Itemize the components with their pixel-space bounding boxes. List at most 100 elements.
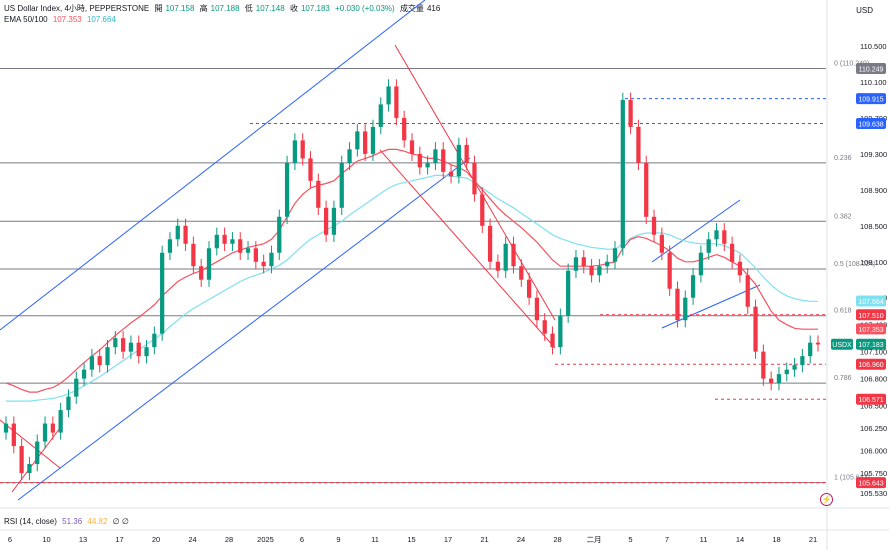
candle-body <box>105 347 110 366</box>
symbol-title[interactable]: US Dollar Index, 4小時, PEPPERSTONE <box>4 4 150 13</box>
ema-legend[interactable]: EMA 50/100 107.353 107.664 <box>4 14 119 25</box>
candle-body <box>737 261 743 276</box>
candle-body <box>441 149 446 172</box>
candle-body <box>292 140 298 163</box>
x-tick-label: 28 <box>225 535 233 544</box>
candle-body <box>558 315 563 348</box>
candle-body <box>495 261 501 271</box>
x-tick-label: 28 <box>553 535 561 544</box>
candle-body <box>238 239 243 253</box>
candle-body <box>97 356 102 366</box>
rsi-extra: ∅ ∅ <box>112 517 129 526</box>
open-label: 開 <box>154 4 163 13</box>
candle-body <box>729 243 735 262</box>
candle-body <box>417 153 422 168</box>
candle-body <box>808 342 813 357</box>
ema50-value: 107.353 <box>52 15 82 24</box>
candle-body <box>300 140 305 159</box>
volume-label: 成交量 <box>399 4 424 13</box>
price-label: 106.960 <box>858 362 883 369</box>
fib-level-label: 1 (105.643) <box>834 475 870 482</box>
rsi-legend[interactable]: RSI (14, close) 51.36 44.82 ∅ ∅ <box>4 516 132 527</box>
candle-body <box>511 243 516 267</box>
candle-body <box>761 351 766 379</box>
price-label: 107.353 <box>858 327 883 334</box>
candle-body <box>690 275 696 298</box>
candle-body <box>316 180 321 208</box>
x-tick-label: 2025 <box>257 535 274 544</box>
candle-body <box>394 86 399 118</box>
candle-body <box>261 261 266 267</box>
x-tick-label: 11 <box>371 535 379 544</box>
candle-body <box>191 243 196 267</box>
candle-body <box>347 149 352 163</box>
x-tick-label: 24 <box>188 535 196 544</box>
candle-body <box>722 230 727 244</box>
trend-line <box>661 284 761 329</box>
price-label-box <box>856 117 886 129</box>
trend-line <box>17 157 471 501</box>
candle-body <box>50 423 55 433</box>
candle-body <box>800 356 805 366</box>
x-tick-label: 17 <box>444 535 452 544</box>
trend-channel <box>0 0 826 501</box>
candles <box>3 79 821 481</box>
candle-body <box>628 99 633 127</box>
candle-body <box>58 410 63 433</box>
candle-body <box>222 234 227 244</box>
price-label: 109.915 <box>858 97 883 104</box>
y-tick-label: 108.900 <box>860 186 887 195</box>
candle-body <box>167 239 173 253</box>
candle-body <box>784 369 789 375</box>
candle-body <box>19 446 24 474</box>
x-tick-label: 11 <box>700 535 708 544</box>
candle-body <box>308 158 313 181</box>
y-tick-label: 108.100 <box>860 258 887 267</box>
x-tick-label: 10 <box>42 535 50 544</box>
x-tick-label: 15 <box>407 535 415 544</box>
trend-line <box>379 149 556 349</box>
candle-body <box>597 266 602 276</box>
ema100-value: 107.664 <box>86 15 116 24</box>
open-value: 107.158 <box>165 4 195 13</box>
fib-level-label: 0.382 <box>834 213 852 220</box>
candle-body <box>277 216 282 253</box>
close-value: 107.183 <box>300 4 330 13</box>
trend-line <box>651 199 741 263</box>
candle-body <box>745 275 750 307</box>
candle-body <box>667 252 672 289</box>
price-label: 107.510 <box>858 313 883 320</box>
high-label: 高 <box>199 4 208 13</box>
x-tick-label: 6 <box>8 535 12 544</box>
candle-body <box>386 86 391 105</box>
x-tick-label: 13 <box>79 535 87 544</box>
candle-body <box>128 342 134 352</box>
price-label: 107.664 <box>858 299 883 306</box>
rsi-value-2: 44.82 <box>87 517 108 526</box>
currency-label: USD <box>856 6 873 15</box>
candle-body <box>581 257 586 267</box>
candle-body <box>425 162 430 168</box>
trend-line <box>0 419 61 469</box>
candle-body <box>331 207 337 235</box>
candle-body <box>526 279 532 298</box>
price-label: 110.249 <box>859 67 884 74</box>
candle-body <box>11 423 16 447</box>
trend-line <box>0 0 426 331</box>
alert-icon[interactable]: ⚡ <box>820 493 833 506</box>
candle-body <box>66 396 71 411</box>
fib-level-label: 0 (110.249) <box>834 61 869 68</box>
y-tick-label: 108.500 <box>860 222 887 231</box>
fib-level-label: 0.236 <box>834 155 852 162</box>
candle-body <box>199 266 204 280</box>
candle-body <box>480 194 485 226</box>
candle-body <box>160 252 165 334</box>
candle-body <box>519 266 524 280</box>
price-label-box <box>831 338 853 350</box>
candle-body <box>659 234 664 253</box>
x-tick-label: 14 <box>736 535 744 544</box>
candle-body <box>269 252 274 267</box>
candle-body <box>644 162 649 217</box>
fib-level-label: 0.786 <box>834 375 852 382</box>
